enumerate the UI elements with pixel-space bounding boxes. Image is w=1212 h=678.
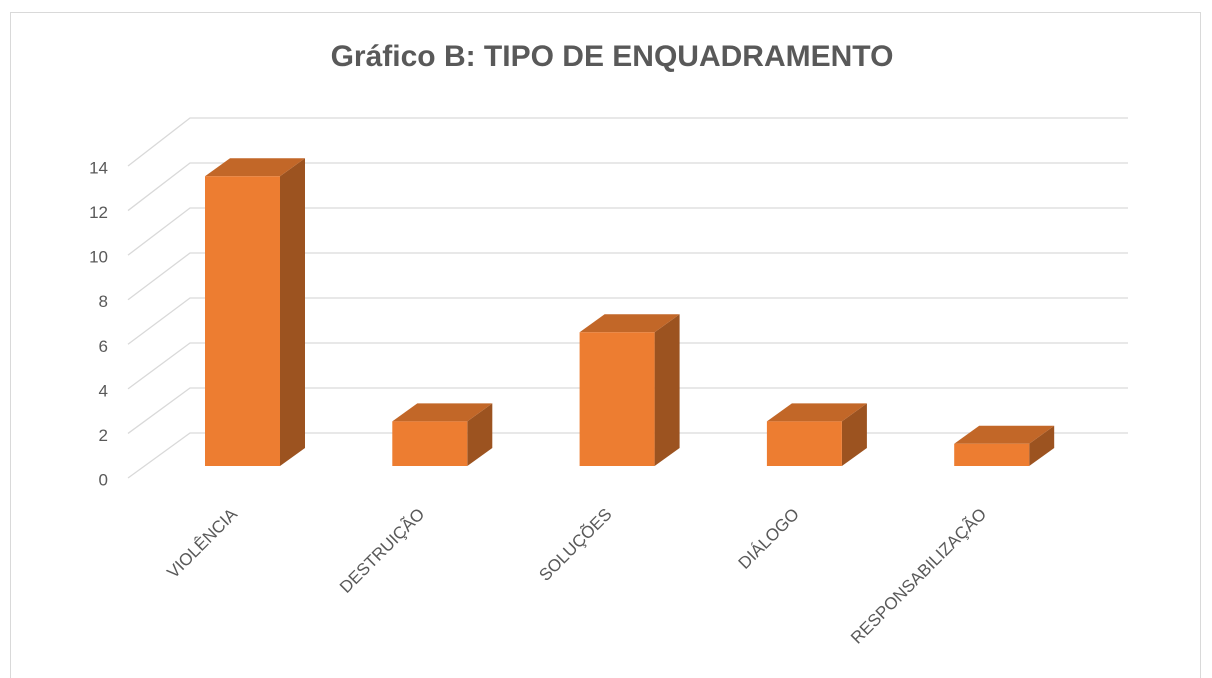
bar: [579, 314, 680, 466]
bar: [954, 425, 1055, 466]
bar: [392, 403, 493, 466]
grid-line: [127, 342, 1128, 390]
bar-side: [280, 158, 305, 467]
y-tick-label: 2: [99, 426, 108, 445]
chart-title: Gráfico B: TIPO DE ENQUADRAMENTO: [331, 40, 894, 73]
bar-top: [954, 425, 1055, 444]
y-tick-label: 14: [89, 158, 108, 177]
y-tick-label: 10: [89, 248, 108, 267]
bar-front: [954, 443, 1030, 466]
grid-line: [127, 207, 1128, 256]
bar-front: [579, 332, 655, 466]
bar-front: [766, 421, 842, 466]
bar-top: [392, 403, 493, 422]
bar-top: [205, 158, 305, 177]
grid-line: [127, 162, 1128, 212]
bar-side: [467, 403, 493, 466]
grid-line: [127, 297, 1128, 345]
grid-line: [127, 252, 1128, 301]
y-tick-label: 8: [99, 292, 108, 311]
bar: [205, 158, 305, 467]
y-tick-label: 4: [99, 381, 108, 400]
bar-top: [579, 314, 680, 333]
bar-front: [392, 421, 468, 466]
bar-top: [766, 403, 867, 422]
grid-line: [127, 117, 1128, 167]
bar: [766, 403, 867, 466]
bar-front: [205, 176, 280, 467]
bar-side: [1029, 425, 1055, 466]
grid-line: [127, 387, 1128, 434]
y-tick-label: 6: [99, 337, 108, 356]
bar-side: [654, 314, 680, 466]
y-tick-label: 12: [89, 203, 108, 222]
y-tick-label: 0: [99, 470, 108, 489]
bar-side: [841, 403, 867, 466]
